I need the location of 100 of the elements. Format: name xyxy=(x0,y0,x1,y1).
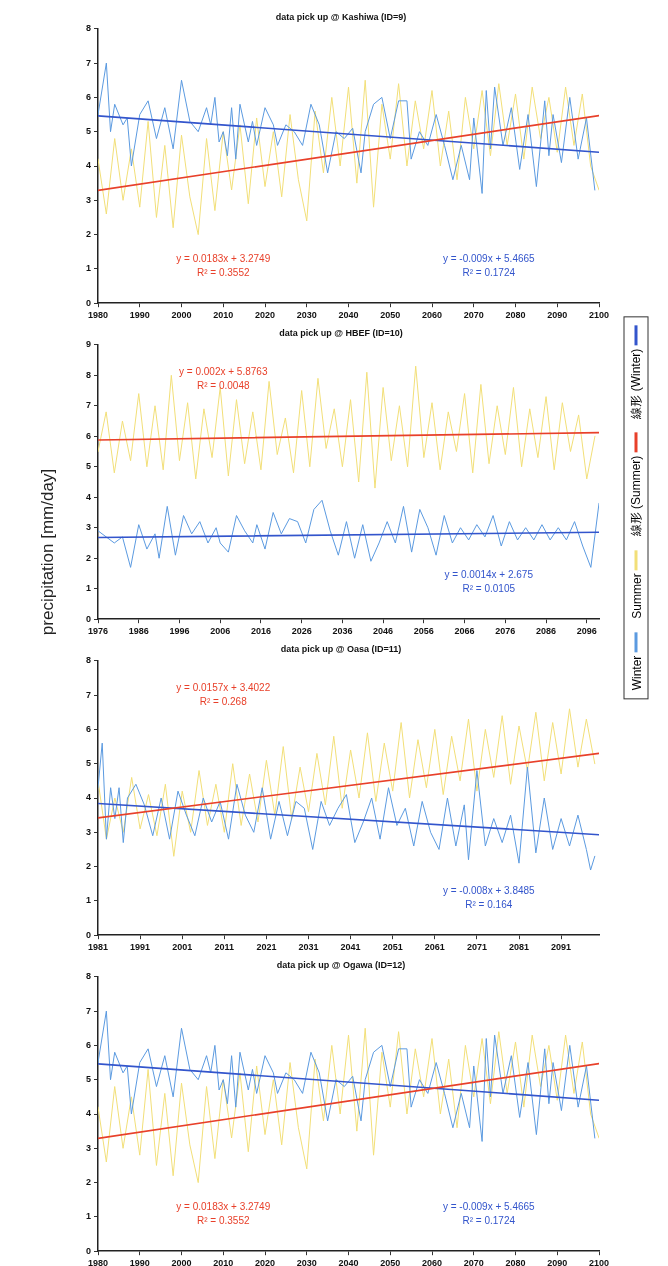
x-tick-label: 2041 xyxy=(340,942,361,953)
x-tick-label: 2090 xyxy=(547,310,568,321)
x-tick-label: 1980 xyxy=(87,1258,109,1266)
y-tick-label: 6 xyxy=(85,430,92,441)
y-tick-label: 0 xyxy=(85,1245,92,1256)
annotation: R² = 0.0105 xyxy=(462,583,516,595)
y-tick-label: 8 xyxy=(85,23,92,34)
annotation: y = 0.002x + 5.8763 xyxy=(179,365,268,377)
x-tick-label: 2060 xyxy=(421,1258,443,1266)
y-tick-label: 1 xyxy=(85,1211,92,1222)
y-tick-label: 6 xyxy=(85,91,92,102)
y-tick-label: 4 xyxy=(85,1108,92,1119)
x-tick-label: 2091 xyxy=(551,942,572,953)
y-tick-label: 4 xyxy=(85,160,92,171)
annotation: y = 0.0157x + 3.4022 xyxy=(176,681,271,693)
chart-title: data pick up @ Kashiwa (ID=9) xyxy=(275,11,407,22)
y-tick-label: 1 xyxy=(85,583,92,594)
y-tick-label: 2 xyxy=(85,861,92,872)
x-tick-label: 2011 xyxy=(214,942,235,953)
x-tick-label: 2026 xyxy=(291,626,312,637)
x-tick-label: 2006 xyxy=(210,626,231,637)
annotation: y = 0.0014x + 2.675 xyxy=(444,569,534,581)
x-tick-label: 2080 xyxy=(505,1258,526,1266)
y-tick-label: 2 xyxy=(85,1177,92,1188)
annotation: R² = 0.3552 xyxy=(196,1215,250,1227)
x-tick-label: 1990 xyxy=(129,310,150,321)
y-tick-label: 6 xyxy=(85,1039,92,1050)
x-tick-label: 2061 xyxy=(424,942,445,953)
x-tick-label: 2100 xyxy=(588,310,610,321)
chart-title: data pick up @ HBEF (ID=10) xyxy=(279,327,403,338)
annotation: R² = 0.164 xyxy=(465,899,513,911)
x-tick-label: 2010 xyxy=(213,1258,234,1266)
x-tick-label: 2020 xyxy=(254,310,276,321)
legend-label: 線形 (Winter) xyxy=(627,348,644,419)
y-tick-label: 4 xyxy=(85,491,92,502)
y-tick-label: 7 xyxy=(85,1005,92,1016)
x-tick-label: 2060 xyxy=(421,310,443,321)
annotation: y = -0.008x + 3.8485 xyxy=(442,885,536,897)
y-tick-label: 0 xyxy=(85,929,92,940)
y-tick-label: 2 xyxy=(85,229,92,240)
y-tick-label: 7 xyxy=(85,689,92,700)
y-tick-label: 1 xyxy=(85,263,92,274)
y-tick-label: 5 xyxy=(85,1074,92,1085)
y-tick-label: 5 xyxy=(85,126,92,137)
annotation: y = -0.009x + 5.4665 xyxy=(442,253,536,265)
x-tick-label: 2081 xyxy=(508,942,530,953)
y-tick-label: 7 xyxy=(85,400,92,411)
x-tick-label: 2001 xyxy=(172,942,193,953)
x-tick-label: 2070 xyxy=(463,1258,484,1266)
x-tick-label: 2090 xyxy=(547,1258,568,1266)
y-tick-label: 0 xyxy=(85,297,92,308)
x-tick-label: 2066 xyxy=(454,626,475,637)
chart-title: data pick up @ Ogawa (ID=12) xyxy=(276,959,406,970)
y-tick-label: 8 xyxy=(85,369,92,380)
x-tick-label: 1996 xyxy=(169,626,190,637)
legend-label: 線形 (Summer) xyxy=(627,455,644,537)
x-tick-label: 2030 xyxy=(296,310,317,321)
x-tick-label: 1980 xyxy=(87,310,109,321)
y-tick-label: 7 xyxy=(85,57,92,68)
annotation: R² = 0.268 xyxy=(199,695,248,707)
x-tick-label: 2046 xyxy=(373,626,394,637)
y-tick-label: 8 xyxy=(85,655,92,666)
y-tick-label: 2 xyxy=(85,552,92,563)
y-tick-label: 1 xyxy=(85,895,92,906)
annotation: y = 0.0183x + 3.2749 xyxy=(176,1201,271,1213)
y-tick-label: 6 xyxy=(85,723,92,734)
annotation: R² = 0.1724 xyxy=(462,1215,516,1227)
y-tick-label: 8 xyxy=(85,971,92,982)
chart-title: data pick up @ Oasa (ID=11) xyxy=(280,643,402,654)
y-tick-label: 9 xyxy=(85,339,92,350)
x-tick-label: 2030 xyxy=(296,1258,317,1266)
y-axis-title: precipitation [mm/day] xyxy=(38,468,58,635)
x-tick-label: 1991 xyxy=(130,942,151,953)
x-tick-label: 2021 xyxy=(256,942,277,953)
x-tick-label: 2050 xyxy=(380,310,401,321)
y-tick-label: 3 xyxy=(85,1142,92,1153)
x-tick-label: 2070 xyxy=(463,310,484,321)
y-tick-label: 3 xyxy=(85,194,92,205)
x-tick-label: 2000 xyxy=(171,1258,192,1266)
x-tick-label: 1981 xyxy=(87,942,109,953)
x-tick-label: 1976 xyxy=(87,626,109,637)
y-tick-label: 5 xyxy=(85,758,92,769)
y-tick-label: 5 xyxy=(85,461,92,472)
y-tick-label: 4 xyxy=(85,792,92,803)
x-tick-label: 2036 xyxy=(332,626,353,637)
x-tick-label: 2056 xyxy=(413,626,434,637)
x-tick-label: 2096 xyxy=(576,626,597,637)
annotation: R² = 0.1724 xyxy=(462,267,516,279)
legend-label: Summer xyxy=(629,573,643,619)
annotation: y = 0.0183x + 3.2749 xyxy=(176,253,271,265)
x-tick-label: 2071 xyxy=(466,942,487,953)
x-tick-label: 2086 xyxy=(536,626,557,637)
x-tick-label: 2040 xyxy=(338,1258,359,1266)
x-tick-label: 2010 xyxy=(213,310,234,321)
y-tick-label: 0 xyxy=(85,613,92,624)
x-tick-label: 2020 xyxy=(254,1258,276,1266)
y-tick-label: 3 xyxy=(85,522,92,533)
x-tick-label: 2000 xyxy=(171,310,192,321)
x-tick-label: 2080 xyxy=(505,310,526,321)
annotation: R² = 0.0048 xyxy=(196,379,250,391)
